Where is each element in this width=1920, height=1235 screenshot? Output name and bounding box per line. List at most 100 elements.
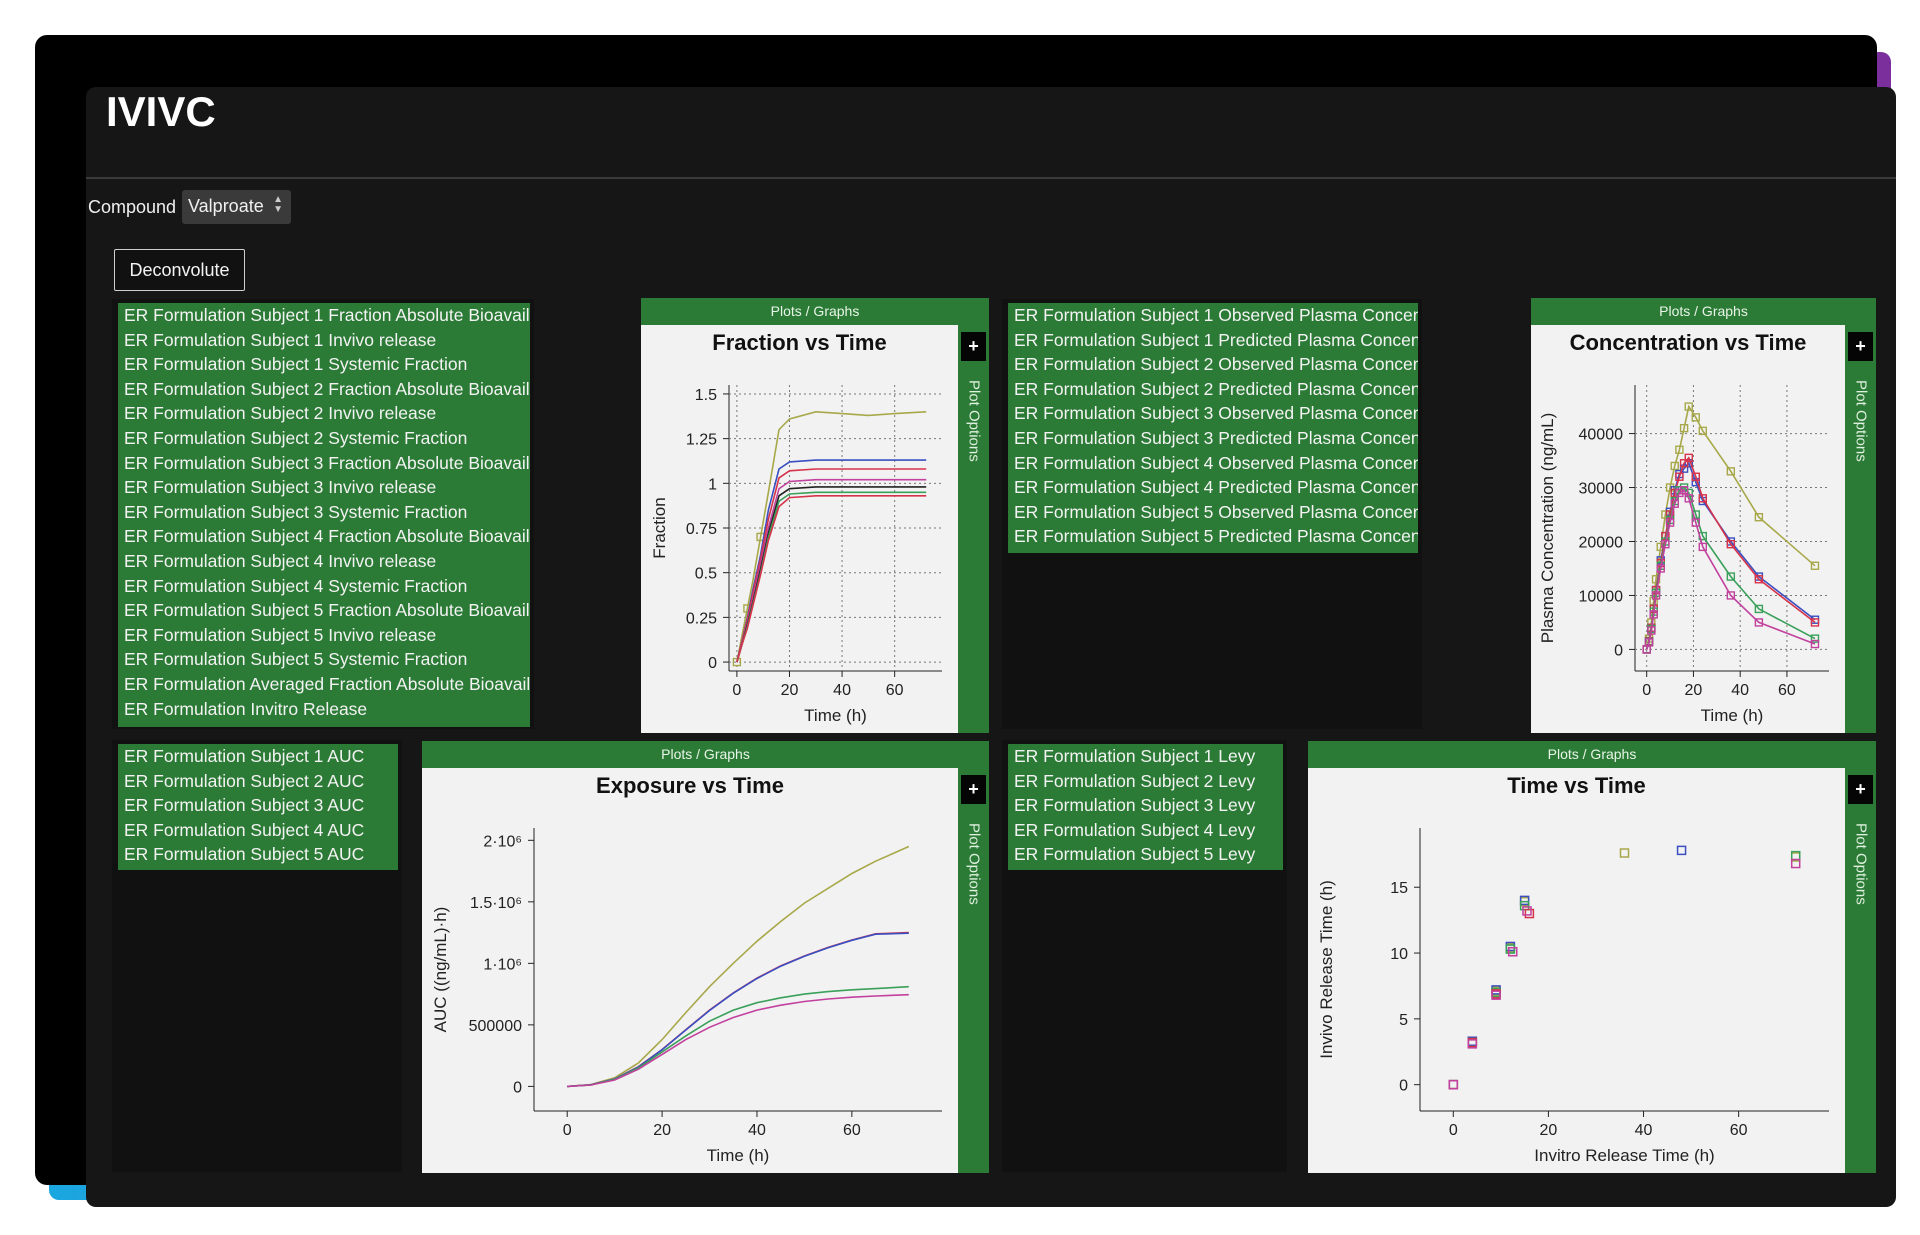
plot-options-tab[interactable]: Plot Options (1848, 366, 1873, 733)
list-item[interactable]: ER Formulation Subject 2 Invivo release (124, 403, 437, 424)
plot-area: Time vs Time 0 20 40 60 0 5 10 15 Invitro Release… (1308, 768, 1845, 1173)
concentration-plot-panel: Plots / Graphs Concentration vs Time 0 20 40… (1531, 298, 1876, 733)
list-item[interactable]: ER Formulation Subject 3 AUC (124, 795, 365, 816)
list-item[interactable]: ER Formulation Subject 2 Predicted Plasm… (1014, 378, 1418, 399)
series-line (567, 993, 909, 1088)
y-tick-label: 15 (1390, 880, 1408, 897)
list-item[interactable]: ER Formulation Subject 2 Systemic Fracti… (124, 427, 468, 448)
list-item[interactable]: ER Formulation Subject 4 AUC (124, 819, 365, 840)
list-item[interactable]: ER Formulation Subject 3 Fraction Absolu… (124, 452, 530, 473)
data-point (1647, 626, 1656, 635)
list-item[interactable]: ER Formulation Subject 5 Fraction Absolu… (124, 600, 530, 621)
list-item[interactable]: ER Formulation Subject 2 Fraction Absolu… (124, 378, 530, 399)
list-item[interactable]: ER Formulation Subject 5 Invivo release (124, 624, 437, 645)
data-point (1726, 572, 1736, 581)
list-item[interactable]: ER Formulation Subject 3 Levy (1014, 795, 1256, 816)
plot-options-tab[interactable]: Plot Options (961, 809, 986, 1173)
data-point (1698, 426, 1707, 436)
data-point (1448, 1079, 1459, 1090)
x-axis-label: Invitro Release Time (h) (1534, 1146, 1714, 1165)
x-tick-label: 60 (886, 682, 904, 699)
data-point (1691, 510, 1700, 519)
panel-header[interactable]: Plots / Graphs (770, 303, 860, 319)
fraction-list-column: ER Formulation Subject 1 Fraction Absolu… (112, 299, 534, 729)
auc-series-list: ER Formulation Subject 1 AUC ER Formulati… (118, 744, 398, 870)
list-item[interactable]: ER Formulation Subject 4 Observed Plasma… (1014, 452, 1418, 473)
list-item[interactable]: ER Formulation Subject 3 Observed Plasma… (1014, 403, 1418, 424)
list-item[interactable]: ER Formulation Subject 5 Observed Plasma… (1014, 501, 1418, 522)
expand-plus-button[interactable]: + (961, 332, 986, 361)
x-axis-label: Time (h) (1701, 706, 1764, 725)
y-tick-label: 40000 (1579, 427, 1624, 444)
list-item[interactable]: ER Formulation Subject 1 Levy (1014, 746, 1256, 766)
panel-header[interactable]: Plots / Graphs (1659, 303, 1748, 319)
panel-header[interactable]: Plots / Graphs (1547, 746, 1637, 762)
levy-plot-panel: Plots / Graphs Time vs Time 0 20 40 60 0 5 10 15 I… (1308, 741, 1876, 1173)
list-item[interactable]: ER Formulation Subject 3 Predicted Plasm… (1014, 427, 1418, 448)
plot-options-tab[interactable]: Plot Options (1848, 809, 1873, 1173)
chart-svg: 0 20 40 60 0 0.25 0.5 0.75 1 1.25 1.5 Time (h) Fract… (650, 385, 942, 725)
list-item[interactable]: ER Formulation Subject 1 Fraction Absolu… (124, 305, 530, 325)
list-item[interactable]: ER Formulation Subject 1 Invivo release (124, 329, 437, 350)
y-tick-label: 0 (513, 1079, 522, 1096)
compound-select[interactable]: Valproate ▲ ▼ (182, 190, 291, 224)
x-tick-label: 40 (1635, 1122, 1653, 1139)
series-line (567, 985, 909, 1088)
list-item[interactable]: ER Formulation Subject 1 Predicted Plasm… (1014, 329, 1418, 350)
series-line (736, 410, 927, 663)
deconvolute-button[interactable]: Deconvolute (114, 249, 245, 291)
list-item[interactable]: ER Formulation Subject 4 Invivo release (124, 550, 437, 571)
chart-svg: 0 20 40 60 0 5 10 15 Invitro Release Time (h) Inv… (1317, 828, 1829, 1165)
data-point (1691, 472, 1700, 481)
data-point (732, 657, 742, 667)
data-point (1698, 494, 1707, 503)
title-divider (86, 177, 1896, 179)
data-point (1519, 895, 1530, 906)
chart-svg: 0 20 40 60 0 10000 20000 30000 40000 Time (h) Plas… (1538, 385, 1829, 725)
list-item[interactable]: ER Formulation Subject 5 Systemic Fracti… (124, 649, 468, 670)
list-item[interactable]: ER Formulation Subject 4 Fraction Absolu… (124, 526, 530, 547)
plot-options-tab[interactable]: Plot Options (961, 366, 986, 733)
plot-title: Fraction vs Time (712, 330, 887, 355)
plot-area: Fraction vs Time 0 20 40 60 0 0.25 0.5 0.75 1 1.25… (641, 325, 958, 733)
data-point (1665, 483, 1675, 492)
fraction-plot-panel: Plots / Graphs Fraction vs Time 0 20 40 60 0 0.… (641, 298, 989, 733)
list-item[interactable]: ER Formulation Subject 1 Systemic Fracti… (124, 354, 468, 375)
series-line (736, 495, 927, 663)
expand-plus-button[interactable]: + (1848, 775, 1873, 804)
list-item[interactable]: ER Formulation Subject 4 Predicted Plasm… (1014, 477, 1418, 498)
list-item[interactable]: ER Formulation Subject 1 AUC (124, 746, 365, 766)
data-point (1810, 561, 1820, 570)
list-item[interactable]: ER Formulation Subject 5 Predicted Plasm… (1014, 526, 1418, 547)
list-item[interactable]: ER Formulation Subject 2 Observed Plasma… (1014, 354, 1418, 375)
y-tick-label: 0.75 (686, 521, 717, 538)
x-tick-label: 60 (843, 1122, 861, 1139)
list-item[interactable]: ER Formulation Subject 2 AUC (124, 770, 365, 791)
panel-header[interactable]: Plots / Graphs (661, 746, 750, 762)
data-point (1522, 906, 1532, 916)
plot-options-label: Plot Options (965, 823, 982, 905)
list-item[interactable]: ER Formulation Averaged Fraction Absolut… (124, 673, 530, 694)
list-item[interactable]: ER Formulation Subject 4 Levy (1014, 819, 1256, 840)
expand-plus-button[interactable]: + (1848, 332, 1873, 361)
data-point (1754, 513, 1764, 522)
exposure-plot-panel: Plots / Graphs Exposure vs Time 0 20 40 60 0 50… (422, 741, 989, 1173)
list-item[interactable]: ER Formulation Subject 5 AUC (124, 844, 365, 865)
list-item[interactable]: ER Formulation Invitro Release (124, 698, 368, 719)
data-point (1651, 591, 1661, 600)
x-tick-label: 60 (1778, 682, 1796, 699)
list-item[interactable]: ER Formulation Subject 2 Levy (1014, 770, 1256, 791)
list-item[interactable]: ER Formulation Subject 3 Invivo release (124, 477, 437, 498)
list-item[interactable]: ER Formulation Subject 1 Observed Plasma… (1014, 305, 1418, 325)
list-item[interactable]: ER Formulation Subject 3 Systemic Fracti… (124, 501, 468, 522)
y-axis-label: Invivo Release Time (h) (1317, 880, 1336, 1059)
data-point (1698, 542, 1707, 552)
series-line (736, 491, 927, 663)
list-item[interactable]: ER Formulation Subject 4 Systemic Fracti… (124, 575, 468, 596)
auc-list-column: ER Formulation Subject 1 AUC ER Formulati… (112, 740, 402, 1172)
expand-plus-button[interactable]: + (961, 775, 986, 804)
list-item[interactable]: ER Formulation Subject 5 Levy (1014, 844, 1256, 865)
data-point (1726, 467, 1736, 476)
x-tick-label: 0 (1642, 682, 1651, 699)
y-tick-label: 5 (1399, 1012, 1408, 1029)
